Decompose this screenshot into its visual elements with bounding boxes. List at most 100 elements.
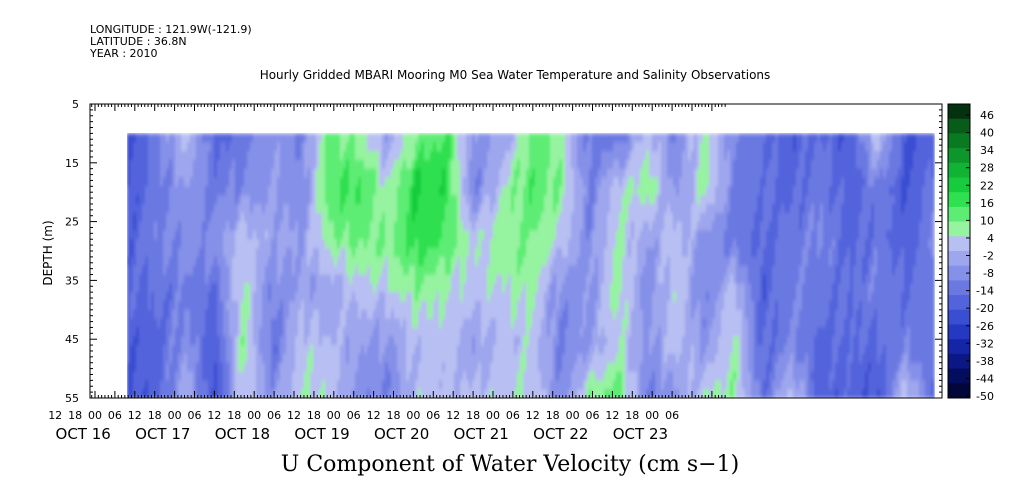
- heatmap-cell: [202, 248, 206, 258]
- heatmap-cell: [466, 142, 470, 152]
- heatmap-cell: [217, 159, 221, 170]
- heatmap-cell: [430, 300, 434, 311]
- heatmap-cell: [244, 371, 248, 381]
- heatmap-cell: [421, 203, 425, 214]
- heatmap-cell: [175, 274, 179, 284]
- heatmap-cell: [490, 230, 494, 240]
- heatmap-cell: [289, 283, 293, 293]
- heatmap-cell: [283, 186, 287, 196]
- heatmap-cell: [334, 318, 338, 329]
- heatmap-cell: [370, 195, 374, 205]
- heatmap-cell: [391, 283, 395, 293]
- heatmap-cell: [562, 318, 566, 329]
- heatmap-cell: [442, 327, 446, 337]
- heatmap-cell: [277, 353, 281, 364]
- heatmap-cell: [601, 203, 605, 214]
- heatmap-cell: [283, 230, 287, 240]
- heatmap-cell: [160, 336, 164, 346]
- heatmap-cell: [250, 380, 254, 390]
- heatmap-cell: [421, 371, 425, 381]
- heatmap-cell: [367, 336, 371, 346]
- heatmap-cell: [127, 256, 131, 267]
- heatmap-cell: [496, 239, 500, 249]
- heatmap-cell: [442, 362, 446, 373]
- heatmap-cell: [268, 186, 272, 196]
- heatmap-cell: [571, 353, 575, 364]
- heatmap-cell: [394, 380, 398, 390]
- heatmap-cell: [298, 133, 302, 143]
- heatmap-cell: [400, 362, 404, 373]
- heatmap-cell: [148, 195, 152, 205]
- heatmap-cell: [181, 353, 185, 364]
- heatmap-cell: [379, 186, 383, 196]
- heatmap-cell: [433, 389, 437, 398]
- heatmap-cell: [448, 168, 452, 179]
- heatmap-cell: [538, 151, 542, 161]
- heatmap-cell: [202, 327, 206, 337]
- heatmap-cell: [217, 230, 221, 240]
- heatmap-cell: [487, 177, 491, 187]
- heatmap-cell: [430, 292, 434, 302]
- heatmap-cell: [478, 362, 482, 373]
- heatmap-cell: [286, 151, 290, 161]
- heatmap-cell: [178, 283, 182, 293]
- heatmap-cell: [163, 380, 167, 390]
- heatmap-cell: [436, 265, 440, 276]
- heatmap-cell: [562, 389, 566, 398]
- heatmap-cell: [205, 159, 209, 170]
- heatmap-cell: [286, 336, 290, 346]
- heatmap-cell: [574, 168, 578, 179]
- heatmap-cell: [193, 336, 197, 346]
- heatmap-cell: [283, 336, 287, 346]
- heatmap-cell: [223, 142, 227, 152]
- heatmap-cell: [364, 159, 368, 170]
- heatmap-cell: [439, 186, 443, 196]
- heatmap-cell: [412, 221, 416, 232]
- heatmap-cell: [412, 380, 416, 390]
- heatmap-cell: [589, 389, 593, 398]
- heatmap-cell: [274, 309, 278, 320]
- heatmap-cell: [448, 300, 452, 311]
- heatmap-cell: [310, 345, 314, 355]
- heatmap-cell: [580, 283, 584, 293]
- heatmap-cell: [349, 380, 353, 390]
- heatmap-cell: [463, 221, 467, 232]
- heatmap-cell: [388, 195, 392, 205]
- heatmap-cell: [181, 256, 185, 267]
- heatmap-cell: [367, 380, 371, 390]
- heatmap-cell: [445, 327, 449, 337]
- heatmap-cell: [157, 300, 161, 311]
- heatmap-cell: [187, 265, 191, 276]
- heatmap-cell: [496, 283, 500, 293]
- heatmap-cell: [289, 256, 293, 267]
- heatmap-cell: [145, 336, 149, 346]
- heatmap-cell: [499, 345, 503, 355]
- heatmap-cell: [520, 239, 524, 249]
- heatmap-cell: [451, 168, 455, 179]
- heatmap-cell: [433, 256, 437, 267]
- heatmap-cell: [268, 336, 272, 346]
- heatmap-cell: [154, 203, 158, 214]
- heatmap-cell: [157, 265, 161, 276]
- heatmap-cell: [463, 159, 467, 170]
- heatmap-cell: [568, 265, 572, 276]
- heatmap-cell: [454, 151, 458, 161]
- heatmap-cell: [604, 248, 608, 258]
- heatmap-cell: [286, 221, 290, 232]
- heatmap-cell: [181, 318, 185, 329]
- heatmap-cell: [145, 230, 149, 240]
- heatmap-cell: [490, 318, 494, 329]
- heatmap-cell: [565, 309, 569, 320]
- heatmap-cell: [499, 362, 503, 373]
- heatmap-cell: [490, 142, 494, 152]
- heatmap-cell: [313, 239, 317, 249]
- heatmap-cell: [595, 239, 599, 249]
- heatmap-cell: [532, 274, 536, 284]
- heatmap-cell: [589, 256, 593, 267]
- heatmap-cell: [499, 212, 503, 223]
- heatmap-cell: [472, 151, 476, 161]
- heatmap-cell: [397, 389, 401, 398]
- heatmap-cell: [310, 318, 314, 329]
- heatmap-cell: [592, 142, 596, 152]
- heatmap-cell: [496, 212, 500, 223]
